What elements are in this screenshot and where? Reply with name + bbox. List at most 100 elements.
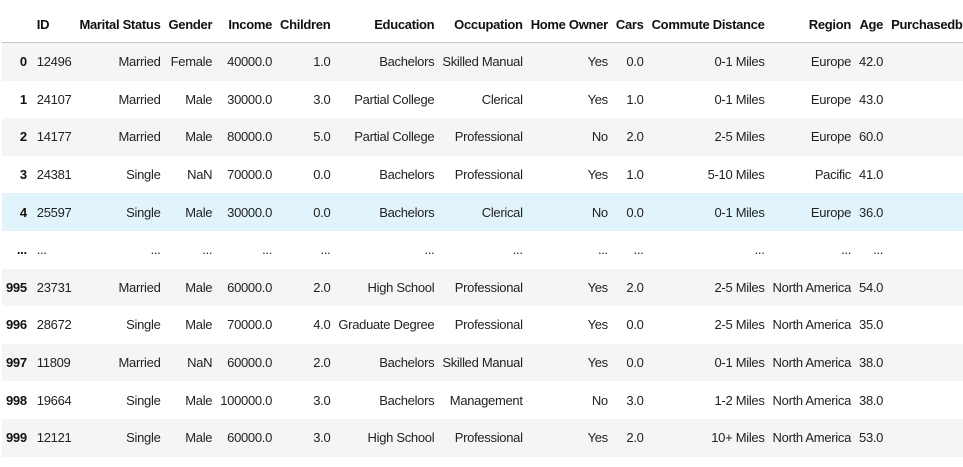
cell-id: 28672 [36,317,72,333]
cell-gender: Male [185,204,213,220]
row-index: 1 [19,91,27,107]
cell-commute-distance: 0-1 Miles [714,91,765,107]
cell-purchasedbike: 0 [887,43,963,81]
table-row: 3 24381 Single NaN 70000.0 0.0 Bachelors Profes… [2,156,963,194]
cell-commute-distance: 0-1 Miles [714,355,765,371]
cell-income: 60000.0 [227,430,273,446]
cell-cars: 0.0 [626,355,644,371]
cell-marital-status: Married [118,129,161,145]
row-index: ... [16,242,27,258]
cell-cars: 2.0 [626,129,644,145]
cell-gender: Male [185,430,213,446]
header-row: ID Marital Status Gender Income Children… [2,6,963,43]
cell-id: 12121 [36,430,72,446]
cell-purchasedbike: 1 [887,419,963,457]
cell-occupation: Professional [454,279,523,295]
cell-income: 30000.0 [227,204,273,220]
cell-cars: ... [633,242,644,258]
cell-commute-distance: 1-2 Miles [714,392,765,408]
cell-id: 11809 [36,355,71,371]
cell-cars: 1.0 [626,167,644,183]
row-index: 0 [19,54,27,70]
cell-marital-status: Single [126,317,161,333]
cell-gender: Male [185,279,213,295]
cell-marital-status: Single [126,167,161,183]
cell-education: Bachelors [379,167,435,183]
cell-income: 70000.0 [227,167,273,183]
cell-marital-status: Married [118,355,161,371]
cell-region: Pacific [814,167,852,183]
row-index: 999 [6,430,27,446]
cell-children: 2.0 [313,279,331,295]
row-index: 2 [19,129,27,145]
cell-education: Bachelors [379,204,435,220]
cell-commute-distance: 2-5 Miles [714,317,765,333]
cell-home-owner: Yes [587,167,609,183]
cell-children: 2.0 [313,355,331,371]
cell-home-owner: No [591,204,608,220]
cell-education: Bachelors [379,392,435,408]
table-header: ID Marital Status Gender Income Children… [2,6,963,43]
cell-age: 54.0 [859,279,884,295]
header-home-owner: Home Owner [526,6,612,43]
cell-marital-status: Single [126,430,161,446]
cell-id: 23731 [36,279,72,295]
cell-id: 19664 [36,392,72,408]
cell-income: 60000.0 [227,279,273,295]
cell-occupation: Clerical [481,91,523,107]
cell-occupation: Skilled Manual [442,355,523,371]
cell-commute-distance: 2-5 Miles [714,129,765,145]
table-row: 2 14177 Married Male 80000.0 5.0 Partial Colle… [2,118,963,156]
cell-education: Bachelors [379,54,435,70]
cell-age: 41.0 [859,167,884,183]
cell-gender: Male [185,392,213,408]
cell-age: 43.0 [859,91,884,107]
cell-cars: 3.0 [626,392,644,408]
cell-age: ... [873,242,884,258]
row-index: 996 [6,317,27,333]
cell-gender: Male [185,91,213,107]
cell-occupation: Skilled Manual [442,54,523,70]
cell-children: 4.0 [313,317,331,333]
cell-purchasedbike: 1 [887,269,963,307]
cell-home-owner: Yes [587,91,609,107]
cell-gender: ... [202,242,213,258]
cell-education: Partial College [354,91,435,107]
header-purchasedbike: Purchasedbike [887,6,963,43]
cell-region: North America [772,317,852,333]
cell-education: High School [367,430,435,446]
header-commute-distance: Commute Distance [647,6,769,43]
header-age: Age [855,6,888,43]
cell-id: 12496 [36,54,72,70]
cell-cars: 2.0 [626,430,644,446]
cell-age: 35.0 [859,317,884,333]
row-index: 997 [6,355,27,371]
cell-purchasedbike: 1 [887,156,963,194]
cell-education: Partial College [354,129,435,145]
cell-children: 3.0 [313,91,331,107]
cell-commute-distance: 0-1 Miles [714,54,765,70]
cell-commute-distance: 2-5 Miles [714,279,765,295]
cell-age: 60.0 [859,129,884,145]
cell-cars: 1.0 [626,91,644,107]
cell-region: ... [841,242,852,258]
cell-age: 38.0 [859,355,884,371]
table-row: 999 12121 Single Male 60000.0 3.0 High School P… [2,418,963,457]
header-income: Income [216,6,277,43]
cell-marital-status: Married [118,91,161,107]
cell-age: 38.0 [859,392,884,408]
cell-region: Europe [810,129,852,145]
cell-occupation: Management [449,392,523,408]
header-cars: Cars [611,6,648,43]
cell-purchasedbike: 1 [887,306,963,344]
cell-purchasedbike: 1 [887,193,963,231]
cell-gender: NaN [187,167,213,183]
cell-home-owner: Yes [587,279,609,295]
row-index: 3 [19,167,27,183]
cell-occupation: Professional [454,129,523,145]
cell-region: North America [772,355,852,371]
table-row: 1 24107 Married Male 30000.0 3.0 Partial Colle… [2,81,963,119]
row-index: 995 [6,279,27,295]
cell-occupation: Professional [454,430,523,446]
cell-home-owner: Yes [587,355,609,371]
